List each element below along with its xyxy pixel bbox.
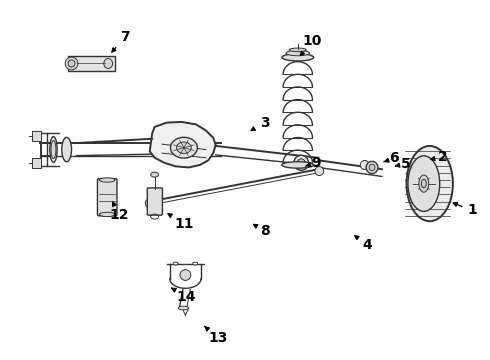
Ellipse shape bbox=[315, 167, 324, 176]
Ellipse shape bbox=[193, 262, 197, 265]
Ellipse shape bbox=[286, 50, 310, 56]
Text: 2: 2 bbox=[431, 150, 448, 164]
Ellipse shape bbox=[51, 140, 56, 158]
Polygon shape bbox=[32, 158, 41, 168]
Ellipse shape bbox=[407, 146, 453, 221]
Ellipse shape bbox=[366, 161, 378, 174]
Ellipse shape bbox=[289, 48, 306, 51]
FancyBboxPatch shape bbox=[147, 188, 162, 215]
Ellipse shape bbox=[99, 212, 115, 217]
Ellipse shape bbox=[180, 270, 191, 280]
Ellipse shape bbox=[68, 60, 75, 67]
Text: 6: 6 bbox=[384, 152, 399, 166]
Ellipse shape bbox=[104, 58, 113, 68]
Ellipse shape bbox=[62, 137, 72, 162]
Text: 14: 14 bbox=[172, 288, 196, 303]
Text: 3: 3 bbox=[251, 116, 270, 131]
Ellipse shape bbox=[421, 179, 426, 188]
Ellipse shape bbox=[99, 178, 115, 182]
Ellipse shape bbox=[171, 137, 197, 158]
Ellipse shape bbox=[173, 262, 178, 265]
Ellipse shape bbox=[282, 54, 314, 61]
FancyBboxPatch shape bbox=[98, 179, 117, 216]
Text: 12: 12 bbox=[109, 202, 129, 222]
Text: 4: 4 bbox=[355, 236, 372, 252]
Ellipse shape bbox=[146, 199, 154, 208]
Ellipse shape bbox=[50, 136, 57, 162]
Ellipse shape bbox=[297, 159, 305, 167]
Polygon shape bbox=[150, 122, 216, 167]
Ellipse shape bbox=[282, 162, 314, 168]
Text: 1: 1 bbox=[453, 203, 477, 217]
Ellipse shape bbox=[419, 175, 429, 192]
FancyBboxPatch shape bbox=[68, 55, 115, 71]
Text: 7: 7 bbox=[112, 30, 130, 52]
Ellipse shape bbox=[178, 306, 189, 310]
Text: 11: 11 bbox=[168, 214, 194, 231]
Text: 5: 5 bbox=[395, 157, 411, 171]
Text: 10: 10 bbox=[300, 34, 322, 55]
Text: 13: 13 bbox=[204, 326, 228, 345]
Ellipse shape bbox=[151, 172, 159, 177]
Ellipse shape bbox=[176, 142, 191, 153]
Ellipse shape bbox=[294, 155, 309, 170]
Ellipse shape bbox=[408, 156, 440, 211]
Text: 9: 9 bbox=[306, 156, 320, 170]
Ellipse shape bbox=[360, 161, 369, 170]
Text: 8: 8 bbox=[253, 224, 270, 238]
Polygon shape bbox=[32, 131, 41, 141]
Ellipse shape bbox=[369, 164, 375, 171]
Ellipse shape bbox=[65, 57, 78, 70]
